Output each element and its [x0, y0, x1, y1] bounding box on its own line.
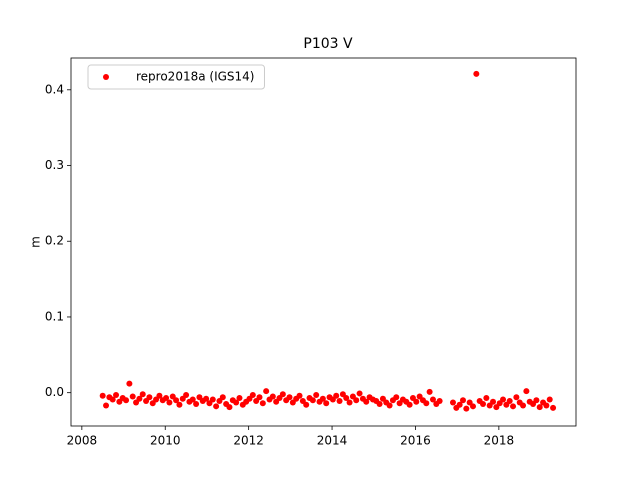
point [436, 398, 443, 405]
point [423, 400, 430, 407]
point [123, 397, 130, 404]
point [99, 392, 106, 399]
point [523, 388, 530, 395]
point [209, 396, 216, 403]
point [103, 402, 110, 409]
point [256, 394, 263, 401]
point [219, 394, 226, 401]
legend-marker [103, 74, 109, 80]
point [463, 405, 470, 412]
point [113, 391, 120, 398]
y-tick-label: 0.2 [45, 234, 64, 248]
x-tick-label: 2010 [150, 434, 181, 448]
point [513, 394, 520, 401]
point [136, 395, 143, 402]
point [259, 400, 266, 407]
point [203, 395, 210, 402]
point [536, 404, 543, 411]
legend: repro2018a (IGS14) [87, 64, 265, 90]
point [176, 401, 183, 408]
point [520, 402, 527, 409]
series [99, 70, 557, 412]
point [286, 394, 293, 401]
point [226, 404, 233, 411]
point [406, 401, 413, 408]
point [473, 70, 480, 77]
point [543, 402, 550, 409]
point [510, 403, 517, 410]
y-tick-label: 0.1 [45, 309, 64, 323]
y-tick-label: 0.0 [45, 385, 64, 399]
point [346, 399, 353, 406]
point [483, 394, 490, 401]
point [429, 396, 436, 403]
point [263, 388, 270, 395]
point [469, 403, 476, 410]
x-tick-label: 2014 [317, 434, 348, 448]
point [546, 396, 553, 403]
point [233, 399, 240, 406]
point [480, 401, 487, 408]
point [413, 398, 420, 405]
point [166, 399, 173, 406]
x-tick-label: 2018 [484, 434, 515, 448]
point [313, 391, 320, 398]
point [533, 397, 540, 404]
point [363, 398, 370, 405]
point [333, 392, 340, 399]
point [323, 400, 330, 407]
point [213, 403, 220, 410]
point [189, 396, 196, 403]
point [173, 397, 180, 404]
point [343, 394, 350, 401]
point [249, 391, 256, 398]
point [356, 390, 363, 397]
point [449, 399, 456, 406]
chart-title: P103 V [303, 36, 353, 52]
point [183, 391, 190, 398]
point [426, 388, 433, 395]
point [163, 394, 170, 401]
legend-label: repro2018a (IGS14) [136, 70, 254, 84]
point [456, 401, 463, 408]
point [336, 398, 343, 405]
legend-box [87, 64, 265, 90]
point [193, 401, 200, 408]
point [156, 392, 163, 399]
x-tick-label: 2016 [400, 434, 431, 448]
point [303, 401, 310, 408]
point [490, 398, 497, 405]
plot-frame [70, 57, 577, 427]
point [279, 391, 286, 398]
y-axis-label: m [29, 236, 43, 248]
point [269, 393, 276, 400]
point [386, 402, 393, 409]
point [236, 394, 243, 401]
point [506, 398, 513, 405]
point [309, 397, 316, 404]
point [353, 397, 360, 404]
x-tick-label: 2008 [67, 434, 98, 448]
point [146, 394, 153, 401]
point [129, 393, 136, 400]
point [139, 391, 146, 398]
point [296, 392, 303, 399]
y-tick-label: 0.4 [45, 82, 64, 96]
point [550, 404, 557, 411]
point [109, 396, 116, 403]
x-tick-label: 2012 [233, 434, 264, 448]
point [376, 401, 383, 408]
point [393, 394, 400, 401]
point [319, 395, 326, 402]
point [459, 397, 466, 404]
point [126, 380, 133, 387]
y-tick-label: 0.3 [45, 158, 64, 172]
point [500, 396, 507, 403]
